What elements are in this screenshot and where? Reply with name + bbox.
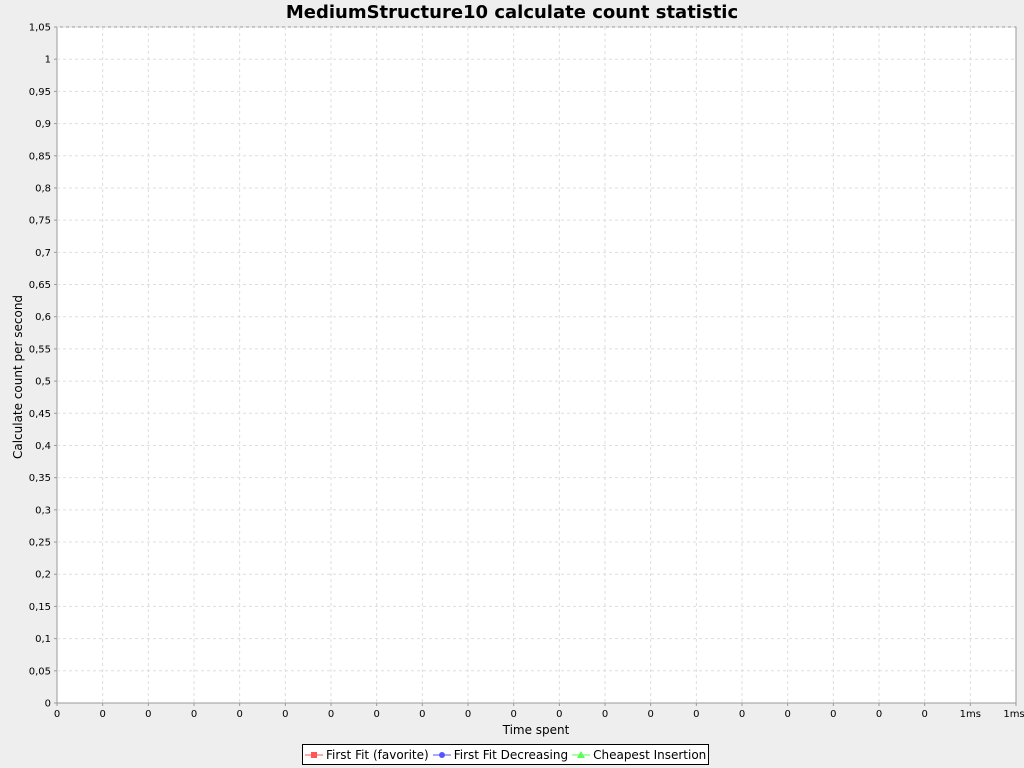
y-tick-label: 0,25 — [29, 538, 51, 549]
y-tick-label: 1 — [45, 55, 51, 66]
x-tick-label: 0 — [419, 709, 425, 720]
y-tick-label: 0,55 — [29, 344, 51, 355]
legend-item: First Fit Decreasing — [432, 747, 569, 762]
legend-label: Cheapest Insertion — [593, 747, 707, 762]
x-tick-label: 0 — [921, 709, 927, 720]
y-tick-label: 0,05 — [29, 666, 51, 677]
x-tick-label: 0 — [556, 709, 562, 720]
plot-area — [56, 26, 1017, 704]
y-tick-label: 0,65 — [29, 280, 51, 291]
y-tick-label: 0,1 — [35, 634, 51, 645]
y-axis-label: Calculate count per second — [11, 295, 25, 459]
y-tick-label: 0,85 — [29, 151, 51, 162]
x-tick-label: 0 — [99, 709, 105, 720]
y-tick-label: 0,15 — [29, 602, 51, 613]
x-tick-label: 1ms — [960, 709, 981, 720]
y-tick-label: 0,6 — [35, 312, 51, 323]
x-tick-label: 0 — [647, 709, 653, 720]
x-tick-label: 0 — [282, 709, 288, 720]
x-tick-label: 0 — [739, 709, 745, 720]
y-axis-ticks: 0 0,05 0,1 0,15 0,2 0,25 0,3 0,35 0,4 0,45 0,5 0,55… — [29, 23, 57, 710]
legend-label: First Fit Decreasing — [453, 747, 569, 762]
triangle-marker-icon — [572, 750, 591, 758]
chart-title: MediumStructure10 calculate count statis… — [286, 2, 738, 23]
y-tick-label: 0,95 — [29, 87, 51, 98]
x-tick-label: 0 — [784, 709, 790, 720]
x-tick-label: 0 — [373, 709, 379, 720]
x-axis-label: Time spent — [502, 723, 570, 737]
x-tick-label: 0 — [328, 709, 334, 720]
x-tick-label: 0 — [54, 709, 60, 720]
x-tick-label: 0 — [145, 709, 151, 720]
y-tick-label: 0,2 — [35, 570, 51, 581]
x-tick-label: 0 — [602, 709, 608, 720]
x-tick-label: 0 — [876, 709, 882, 720]
x-tick-label: 0 — [830, 709, 836, 720]
y-tick-label: 0 — [45, 699, 51, 710]
x-tick-label: 0 — [693, 709, 699, 720]
x-tick-label: 0 — [510, 709, 516, 720]
legend-label: First Fit (favorite) — [326, 747, 429, 762]
grid — [57, 26, 1016, 703]
y-tick-label: 0,4 — [35, 441, 51, 452]
y-tick-label: 0,35 — [29, 473, 51, 484]
y-tick-label: 1,05 — [29, 23, 51, 34]
square-marker-icon — [305, 751, 323, 758]
x-tick-label: 0 — [465, 709, 471, 720]
x-tick-label: 0 — [191, 709, 197, 720]
legend-item: First Fit (favorite) — [305, 748, 429, 762]
y-tick-label: 0,75 — [29, 216, 51, 227]
y-tick-label: 0,8 — [35, 183, 51, 194]
legend: First Fit (favorite) First Fit Decreasing… — [302, 744, 710, 765]
y-tick-label: 0,9 — [35, 119, 51, 130]
x-axis-ticks: 0 0 0 0 0 0 0 0 0 0 0 0 0 0 0 0 0 0 0 0 1ms 1ms — [54, 703, 1024, 720]
y-tick-label: 0,45 — [29, 409, 51, 420]
circle-marker-icon — [432, 751, 451, 758]
x-tick-label: 1ms — [1003, 709, 1024, 720]
legend-item: Cheapest Insertion — [572, 748, 706, 762]
y-tick-label: 0,5 — [35, 377, 51, 388]
y-tick-label: 0,7 — [35, 248, 51, 259]
y-tick-label: 0,3 — [35, 505, 51, 516]
x-tick-label: 0 — [236, 709, 242, 720]
